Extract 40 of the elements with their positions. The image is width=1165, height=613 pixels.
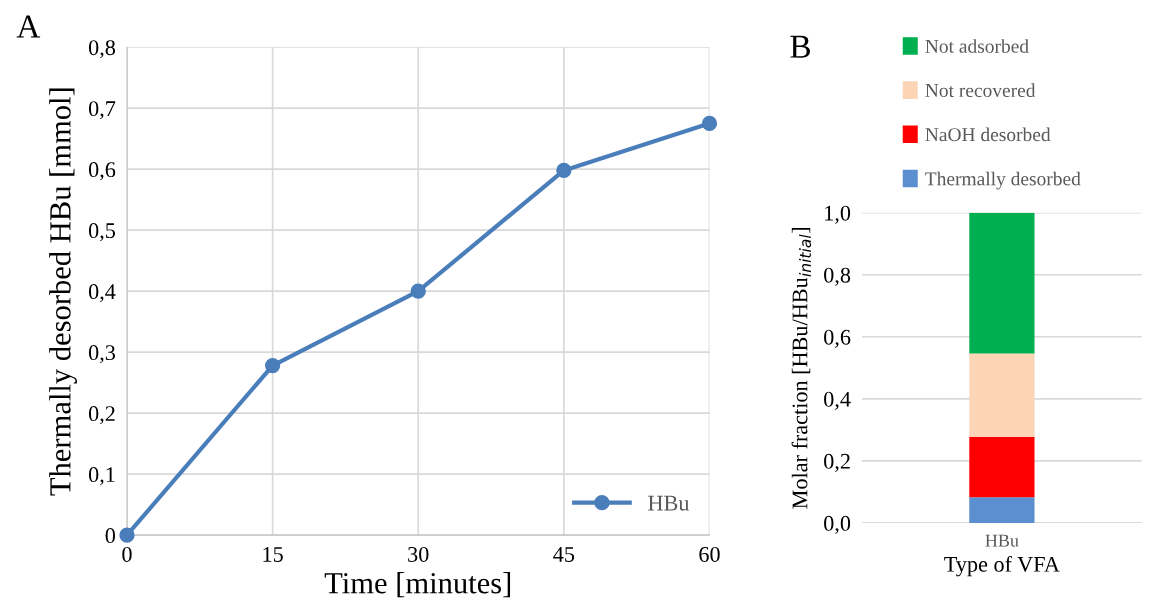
x-tick-label: 45 xyxy=(553,547,575,562)
y-tick-label: 0,1 xyxy=(88,467,115,486)
bar xyxy=(969,497,1035,523)
bar xyxy=(969,353,1035,437)
y-tick-label: 0,8 xyxy=(824,267,851,286)
text: A xyxy=(16,15,41,38)
legend-label: Thermally desorbed xyxy=(925,171,1081,190)
y-tick-label: 0,5 xyxy=(88,223,116,242)
y-tick-label: 0,4 xyxy=(824,391,851,410)
point xyxy=(119,527,135,543)
point xyxy=(701,115,718,132)
y-tick-label: 0,4 xyxy=(88,284,116,303)
x-tick-label: 60 xyxy=(699,546,720,562)
y-tick-label: 0,8 xyxy=(88,40,116,59)
y-tick-label: 0,2 xyxy=(824,453,850,472)
legend-label: Not adsorbed xyxy=(925,39,1029,53)
x-axis-title: Time [minutes] xyxy=(324,571,511,598)
bar xyxy=(969,436,1035,498)
x-tick-label: 0 xyxy=(122,546,132,562)
x-tick-label: 30 xyxy=(408,546,429,562)
legend-label: HBu xyxy=(648,495,690,511)
y-tick-label: 0,7 xyxy=(88,101,116,120)
y-axis-title: Molar fraction [HBu/HBu$_{initial}$] xyxy=(791,227,812,509)
y-tick-label: 0,2 xyxy=(88,406,115,425)
x-axis-title: Type of VFA xyxy=(944,555,1060,577)
y-tick-label: 0,6 xyxy=(824,329,851,348)
text: B xyxy=(790,35,811,58)
legend-label: Not recovered xyxy=(925,83,1036,98)
legend-label: NaOH desorbed xyxy=(925,127,1051,142)
y-tick-label: 0,6 xyxy=(88,162,116,181)
x-tick-label: 15 xyxy=(263,547,283,562)
bar xyxy=(969,212,1035,354)
y-tick-label: 0 xyxy=(105,528,116,544)
point xyxy=(264,357,281,374)
y-axis-title: Thermally desorbed HBu [mmol] xyxy=(49,88,77,496)
y-tick-label: 1,0 xyxy=(825,205,851,224)
y-tick-label: 0,0 xyxy=(824,515,851,535)
point xyxy=(556,162,572,179)
point xyxy=(410,283,426,299)
y-tick-label: 0,3 xyxy=(88,345,116,364)
